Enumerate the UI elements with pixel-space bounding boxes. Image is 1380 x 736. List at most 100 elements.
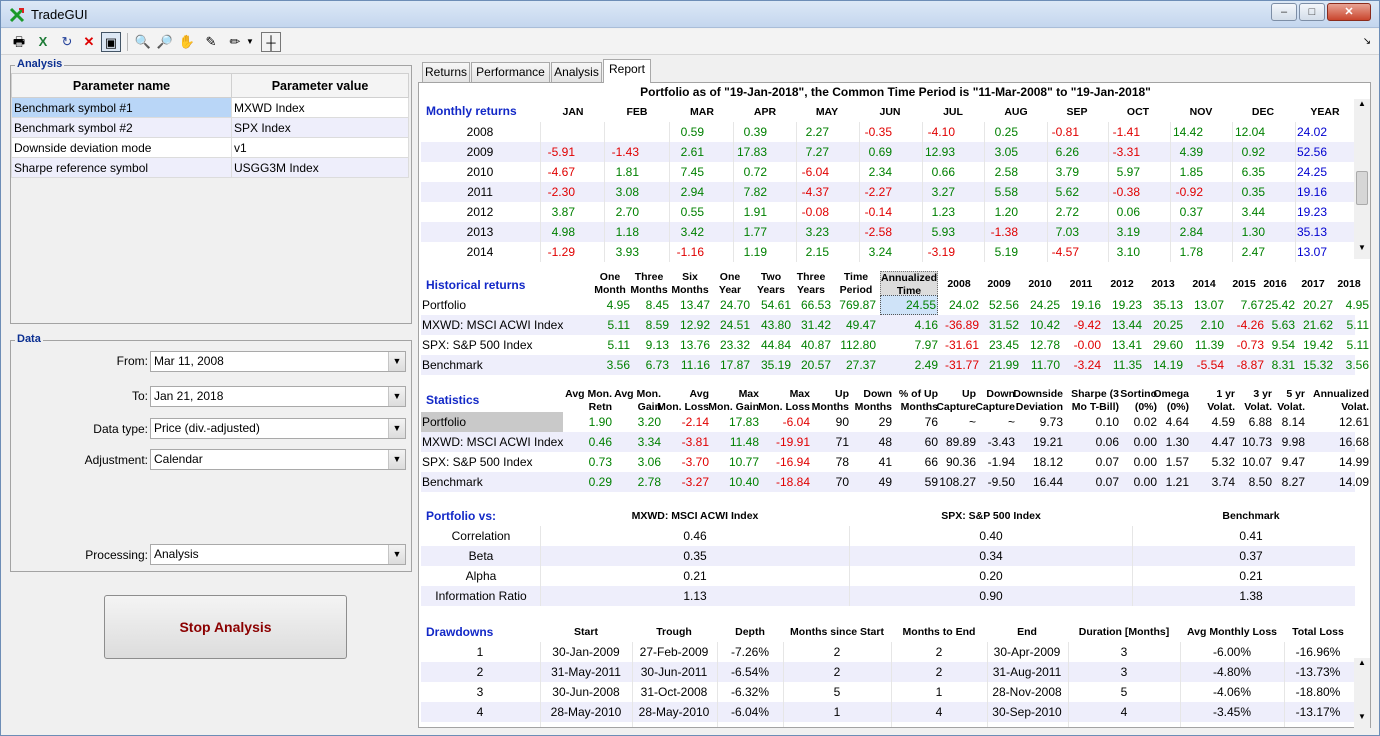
zoom-in-icon[interactable]: 🔍 bbox=[134, 34, 152, 49]
monthly-col-header: DEC bbox=[1251, 106, 1275, 118]
historical-value: 5.11 bbox=[1346, 318, 1369, 332]
brush-dropdown-icon[interactable]: ▼ bbox=[246, 37, 254, 46]
chevron-down-icon[interactable]: ▼ bbox=[388, 545, 405, 564]
statistics-value: 9.98 bbox=[1281, 435, 1305, 449]
vs-value: 0.21 bbox=[683, 569, 707, 583]
pan-hand-icon[interactable]: ✋ bbox=[178, 34, 196, 49]
refresh-icon[interactable]: ↻ bbox=[61, 34, 73, 49]
drawdowns-title: Drawdowns bbox=[426, 625, 494, 639]
scroll-down-icon[interactable]: ▼ bbox=[1358, 243, 1366, 252]
processing-select[interactable]: Analysis ▼ bbox=[150, 544, 406, 565]
scroll-up-icon[interactable]: ▲ bbox=[1358, 658, 1366, 667]
monthly-value: 1.23 bbox=[931, 205, 955, 219]
param-value[interactable]: USGG3M Index bbox=[231, 157, 409, 178]
drawdowns-col-header: End bbox=[1017, 626, 1037, 638]
historical-value: 24.25 bbox=[1029, 298, 1060, 312]
report-panel: Portfolio as of "19-Jan-2018", the Commo… bbox=[418, 82, 1371, 728]
statistics-value: 59 bbox=[924, 475, 938, 489]
historical-value: 112.80 bbox=[840, 338, 876, 352]
stop-analysis-button[interactable]: Stop Analysis bbox=[104, 595, 347, 659]
crosshair-icon[interactable]: ┼ bbox=[261, 32, 281, 52]
grid-line bbox=[1108, 122, 1109, 262]
monthly-value: -4.57 bbox=[1051, 245, 1079, 259]
header-line: Annualized bbox=[1312, 388, 1369, 400]
statistics-value: 0.00 bbox=[1133, 475, 1157, 489]
statistics-value: 16.68 bbox=[1338, 435, 1369, 449]
year-label: 2010 bbox=[466, 165, 494, 179]
minimize-button[interactable]: – bbox=[1271, 3, 1297, 21]
historical-col-header: Two Years bbox=[751, 271, 791, 297]
window-icon[interactable]: ▣ bbox=[101, 32, 121, 52]
brush-icon[interactable]: ✏ bbox=[229, 34, 241, 49]
chevron-down-icon[interactable]: ▼ bbox=[388, 387, 405, 406]
row-label: Information Ratio bbox=[435, 589, 527, 603]
historical-value: -5.54 bbox=[1196, 358, 1224, 372]
analysis-group-label: Analysis bbox=[15, 58, 65, 70]
print-icon[interactable]: 🖶 bbox=[12, 34, 26, 49]
drawdowns-scrollbar[interactable]: ▲ ▼ bbox=[1354, 658, 1370, 728]
monthly-scrollbar[interactable]: ▲ ▼ bbox=[1354, 99, 1370, 259]
monthly-value: -3.19 bbox=[927, 245, 955, 259]
vs-col-header: Benchmark bbox=[1222, 510, 1280, 522]
delete-icon[interactable]: ✕ bbox=[83, 34, 95, 49]
param-row[interactable]: Benchmark symbol #2 SPX Index bbox=[11, 117, 409, 138]
param-row[interactable]: Downside deviation mode v1 bbox=[11, 137, 409, 158]
drawdown-value: 3 bbox=[1120, 665, 1128, 679]
drawdown-value: -13.17% bbox=[1295, 705, 1341, 719]
tab-returns[interactable]: Returns bbox=[422, 62, 470, 82]
chevron-down-icon[interactable]: ▼ bbox=[388, 352, 405, 371]
scroll-down-icon[interactable]: ▼ bbox=[1358, 712, 1366, 721]
close-button[interactable]: ✕ bbox=[1327, 3, 1371, 21]
param-value[interactable]: SPX Index bbox=[231, 117, 409, 138]
row-label: Portfolio bbox=[421, 412, 563, 432]
chevron-down-icon[interactable]: ▼ bbox=[388, 419, 405, 438]
header-line: 2010 bbox=[1028, 278, 1052, 290]
year-label: 2011 bbox=[467, 185, 493, 199]
statistics-value: 1.90 bbox=[588, 415, 612, 429]
header-line: Months bbox=[671, 284, 709, 296]
monthly-value: 5.19 bbox=[994, 245, 1018, 259]
param-value[interactable]: v1 bbox=[231, 137, 409, 158]
param-row[interactable]: Benchmark symbol #1 MXWD Index bbox=[11, 97, 409, 118]
header-line: (0%) bbox=[1166, 401, 1189, 413]
dock-arrow-icon[interactable]: ↘ bbox=[1362, 36, 1372, 47]
historical-returns-title: Historical returns bbox=[426, 278, 526, 292]
excel-icon[interactable]: X bbox=[38, 34, 48, 49]
statistics-col-header: Up Months bbox=[789, 388, 849, 414]
param-value[interactable]: MXWD Index bbox=[231, 97, 409, 118]
statistics-value: 0.06 bbox=[1095, 435, 1119, 449]
historical-value: 66.53 bbox=[800, 298, 831, 312]
chevron-down-icon[interactable]: ▼ bbox=[388, 450, 405, 469]
param-name: Sharpe reference symbol bbox=[11, 157, 232, 178]
tab-performance[interactable]: Performance bbox=[471, 62, 550, 82]
data-cursor-icon[interactable]: ✎ bbox=[205, 34, 217, 49]
historical-value: 21.99 bbox=[988, 358, 1019, 372]
drawdown-index: 4 bbox=[476, 705, 484, 719]
header-line: Avg Mon. bbox=[565, 388, 612, 400]
monthly-value: 2.15 bbox=[805, 245, 829, 259]
header-line: Volat. bbox=[1207, 401, 1235, 413]
from-date-picker[interactable]: Mar 11, 2008 ▼ bbox=[150, 351, 406, 372]
header-line: Volat. bbox=[1277, 401, 1305, 413]
adjustment-select[interactable]: Calendar ▼ bbox=[150, 449, 406, 470]
vs-value: 1.13 bbox=[683, 589, 707, 603]
tab-analysis[interactable]: Analysis bbox=[551, 62, 602, 82]
zoom-out-icon[interactable]: 🔎 bbox=[156, 34, 174, 49]
param-row[interactable]: Sharpe reference symbol USGG3M Index bbox=[11, 157, 409, 178]
statistics-value: 12.61 bbox=[1338, 415, 1369, 429]
monthly-value: 7.45 bbox=[680, 165, 704, 179]
statistics-value: 8.50 bbox=[1248, 475, 1272, 489]
scroll-thumb[interactable] bbox=[1356, 171, 1368, 205]
historical-value: 35.13 bbox=[1152, 298, 1183, 312]
historical-value: 40.87 bbox=[800, 338, 831, 352]
monthly-value: -0.81 bbox=[1051, 125, 1079, 139]
to-date-picker[interactable]: Jan 21, 2018 ▼ bbox=[150, 386, 406, 407]
grid-line bbox=[1284, 642, 1285, 727]
maximize-button[interactable]: □ bbox=[1299, 3, 1325, 21]
drawdown-value: 2 bbox=[935, 665, 943, 679]
data-type-select[interactable]: Price (div.-adjusted) ▼ bbox=[150, 418, 406, 439]
historical-value: 13.76 bbox=[679, 338, 710, 352]
tab-report[interactable]: Report bbox=[603, 59, 651, 83]
grid-line bbox=[540, 526, 541, 606]
scroll-up-icon[interactable]: ▲ bbox=[1358, 99, 1366, 108]
